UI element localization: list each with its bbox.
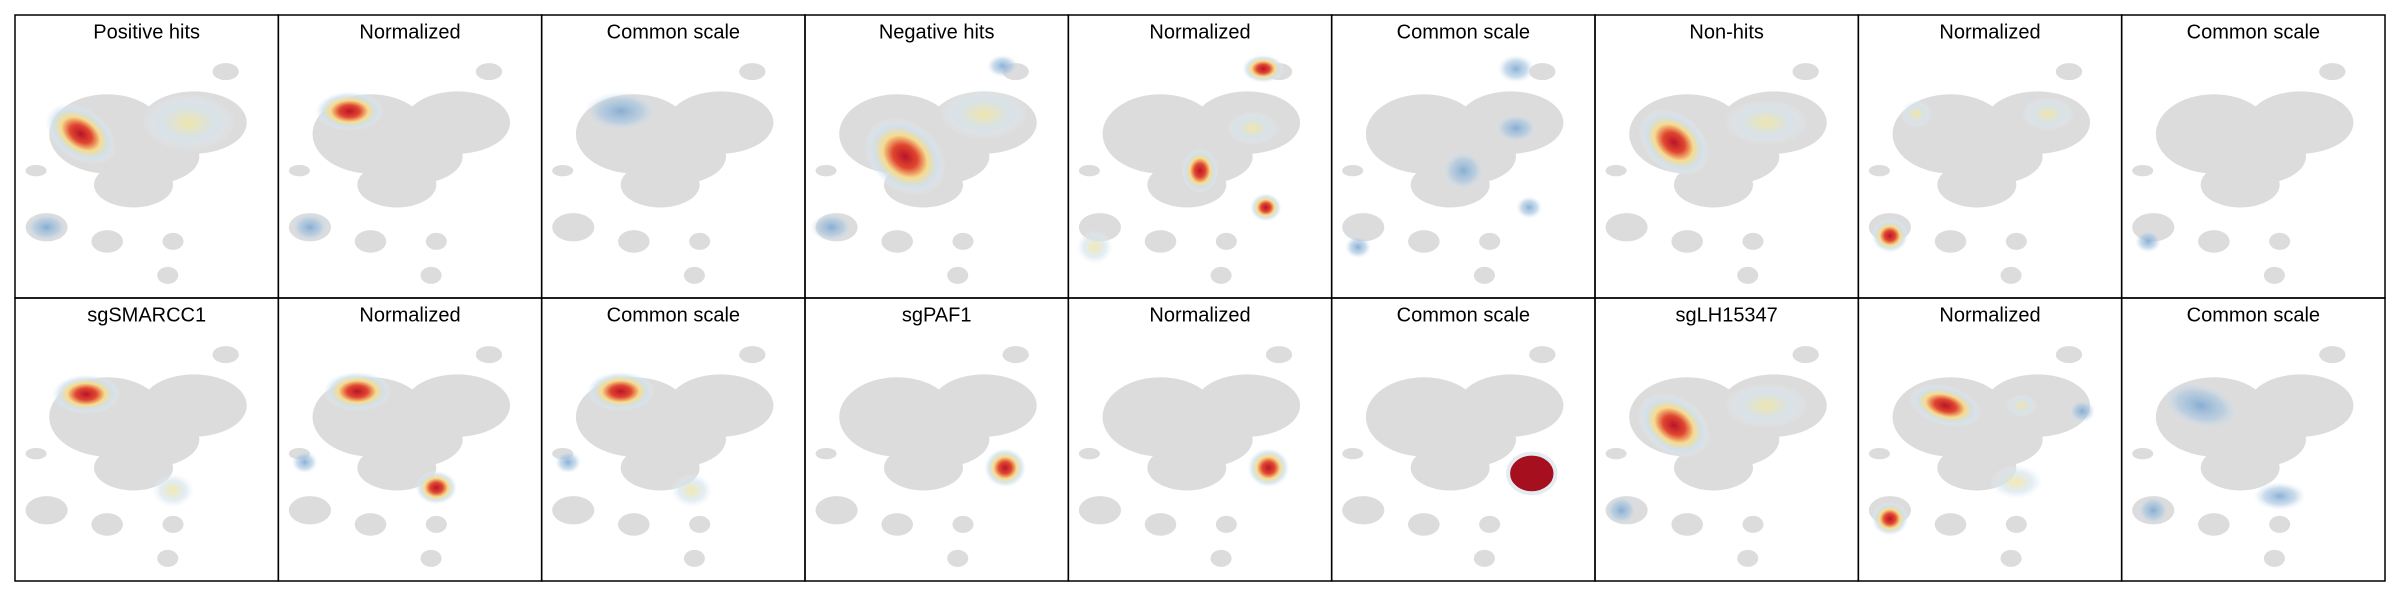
density-blob <box>810 213 853 242</box>
density-blob <box>1990 464 2043 499</box>
embedding-background <box>288 63 511 284</box>
panel-title: Common scale <box>607 304 740 326</box>
density-blob <box>1226 111 1279 146</box>
panel-title: Negative hits <box>879 21 995 43</box>
density-blob <box>2005 394 2038 417</box>
density-blob <box>1605 496 1638 525</box>
embedding-background <box>1605 63 1827 284</box>
density-blob <box>1247 447 1290 488</box>
panel-title: Common scale <box>1397 21 1530 43</box>
panel-frame <box>2120 297 2386 582</box>
panel-title: Normalized <box>1149 304 1250 326</box>
embedding-background <box>288 346 511 567</box>
density-blob <box>1871 218 1909 253</box>
density-blob <box>2021 97 2075 132</box>
panel-title: sgSMARCC1 <box>87 304 206 326</box>
density-blob <box>1724 382 1809 429</box>
panel-title: Non-hits <box>1689 21 1763 43</box>
embedding-background <box>25 63 247 284</box>
density-blob <box>323 371 392 412</box>
embedding-background <box>1868 63 2091 284</box>
panel-title: Common scale <box>607 21 740 43</box>
embedding-background <box>1868 346 2091 567</box>
panel-title: Common scale <box>2187 21 2320 43</box>
density-blob <box>291 450 318 474</box>
density-blob <box>51 374 121 415</box>
density-blob <box>1638 108 1710 176</box>
panel-title: Common scale <box>2187 304 2320 326</box>
density-blob <box>2137 496 2170 525</box>
density-blob <box>1497 54 1535 83</box>
density-blob <box>2134 230 2162 253</box>
density-blob <box>1900 99 1933 129</box>
panel-title: sgLH15347 <box>1676 304 1778 326</box>
density-blob <box>1250 193 1282 222</box>
density-blob <box>986 54 1019 78</box>
embedding-background <box>552 346 774 567</box>
density-blob <box>670 473 713 508</box>
density-blob <box>25 213 68 242</box>
density-blob <box>1516 196 1543 219</box>
density-blob <box>1494 114 1538 143</box>
density-blob <box>141 94 237 151</box>
density-blob <box>1871 501 1909 536</box>
embedding-background <box>25 346 247 567</box>
embedding-background <box>1605 346 1827 567</box>
density-blob <box>315 91 384 132</box>
density-blob <box>1909 384 1982 427</box>
density-blob <box>583 91 658 132</box>
embedding-background <box>552 63 774 284</box>
density-blob <box>2253 481 2307 511</box>
panel-title: Normalized <box>1939 304 2040 326</box>
density-blob <box>1442 150 1485 191</box>
panel-title: Normalized <box>1939 21 2040 43</box>
density-blob <box>2162 381 2240 430</box>
density-blob <box>864 117 946 196</box>
panel-title: Normalized <box>359 21 460 43</box>
density-blob <box>151 473 195 508</box>
density-blob <box>1724 99 1809 146</box>
panel-title: Common scale <box>1397 304 1530 326</box>
density-blob <box>45 103 117 165</box>
density-blob <box>939 88 1029 140</box>
density-blob <box>586 371 655 412</box>
density-blob <box>1242 54 1285 83</box>
density-blob <box>1181 148 1219 194</box>
embedding-background <box>2132 63 2354 284</box>
density-blob <box>415 470 458 505</box>
density-blob <box>2069 399 2096 423</box>
panel-title: Normalized <box>1149 21 1250 43</box>
density-blob <box>1344 235 1372 259</box>
density-blob <box>291 213 329 242</box>
density-blob <box>984 447 1027 488</box>
density-blob <box>554 450 582 474</box>
panel-title: sgPAF1 <box>902 304 972 326</box>
density-blob <box>1637 392 1711 458</box>
embedding-background <box>2132 346 2354 567</box>
density-blob <box>1506 451 1558 496</box>
panel-title: Normalized <box>359 304 460 326</box>
density-blob <box>1076 230 1114 265</box>
panel-title: Positive hits <box>93 21 200 43</box>
